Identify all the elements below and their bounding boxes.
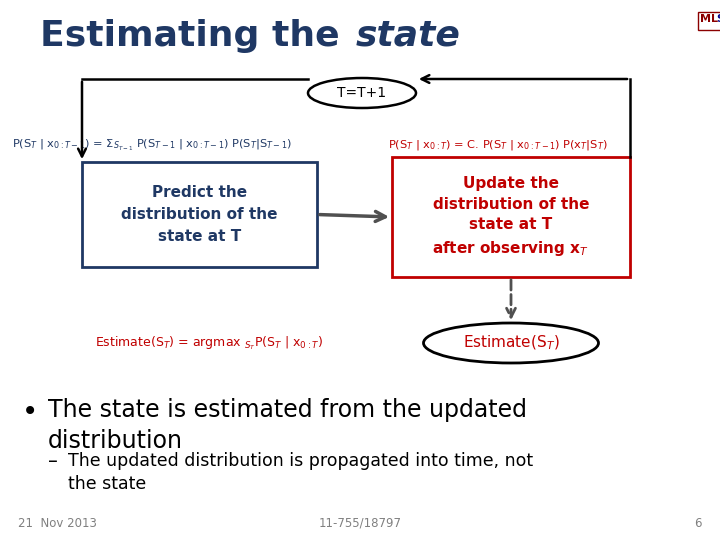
Text: P(S$_T$ | x$_{0:T-1}$) = $\Sigma_{S_{T-1}}$ P(S$_{T-1}$ | x$_{0:T-1}$) P(S$_T$|S: P(S$_T$ | x$_{0:T-1}$) = $\Sigma_{S_{T-1…: [12, 138, 292, 152]
Ellipse shape: [308, 78, 416, 108]
Text: P(S$_T$ | x$_{0:T}$) = C. P(S$_T$ | x$_{0:T-1}$) P(x$_T$|S$_T$): P(S$_T$ | x$_{0:T}$) = C. P(S$_T$ | x$_{…: [388, 138, 608, 152]
Text: SP: SP: [716, 14, 720, 24]
Text: The updated distribution is propagated into time, not
the state: The updated distribution is propagated i…: [68, 452, 533, 493]
Text: Estimate(S$_T$) = argmax $_{S_T}$P(S$_T$ | x$_{0:T}$): Estimate(S$_T$) = argmax $_{S_T}$P(S$_T$…: [95, 334, 323, 352]
Text: –: –: [48, 452, 58, 471]
Text: 6: 6: [695, 517, 702, 530]
Ellipse shape: [423, 323, 598, 363]
FancyBboxPatch shape: [392, 157, 630, 277]
Text: Estimate(S$_T$): Estimate(S$_T$): [463, 334, 559, 352]
Text: Estimating the: Estimating the: [40, 19, 352, 53]
FancyBboxPatch shape: [698, 12, 720, 30]
FancyBboxPatch shape: [82, 162, 317, 267]
Text: T=T+1: T=T+1: [338, 86, 387, 100]
Text: Predict the
distribution of the
state at T: Predict the distribution of the state at…: [121, 185, 278, 244]
Text: The state is estimated from the updated
distribution: The state is estimated from the updated …: [48, 398, 527, 453]
Text: Update the
distribution of the
state at T
after observing x$_T$: Update the distribution of the state at …: [433, 177, 590, 258]
Text: •: •: [22, 398, 38, 426]
Text: state: state: [356, 19, 461, 53]
Text: ML: ML: [700, 14, 718, 24]
Text: 21  Nov 2013: 21 Nov 2013: [18, 517, 97, 530]
Text: 11-755/18797: 11-755/18797: [318, 517, 402, 530]
